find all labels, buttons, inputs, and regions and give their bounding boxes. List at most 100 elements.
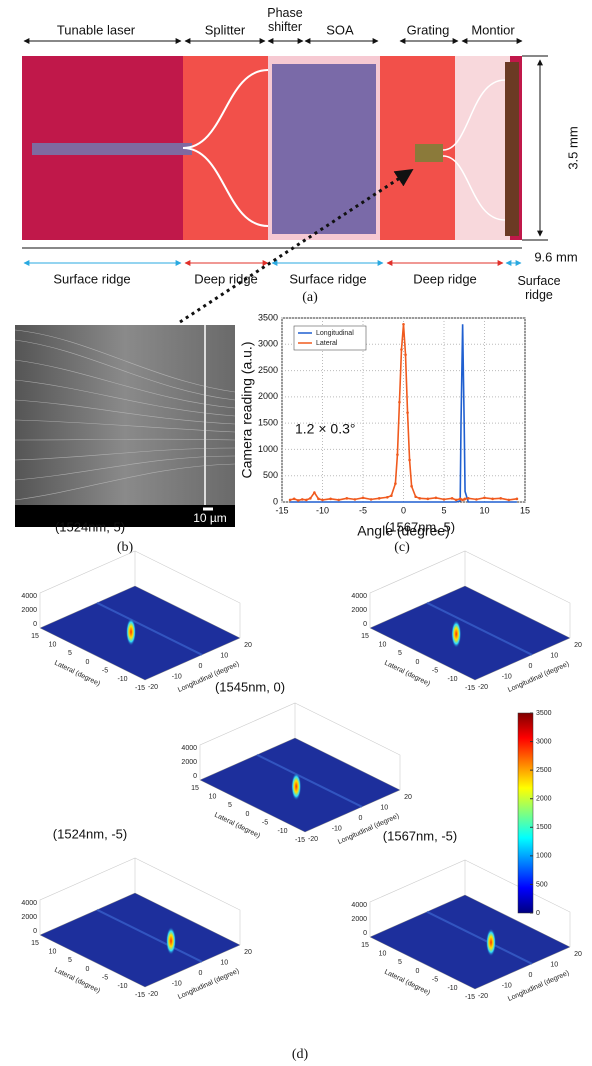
point-marker xyxy=(402,323,405,326)
y-tick-label: 3000 xyxy=(258,339,278,349)
point-marker xyxy=(321,498,324,502)
point-marker xyxy=(406,411,409,414)
point-marker xyxy=(300,498,304,501)
point-marker xyxy=(345,497,349,500)
plot-title: (1567nm, -5) xyxy=(383,828,457,843)
y-tick-label: 0 xyxy=(273,496,278,506)
peak xyxy=(486,928,496,957)
x-axis-label: Angle (degree) xyxy=(357,523,450,539)
lateral-axis-label: Lateral (degree) xyxy=(53,967,101,995)
point-marker xyxy=(434,496,438,500)
point-marker xyxy=(442,498,446,501)
point-marker xyxy=(337,498,341,502)
y-tick-label: 2500 xyxy=(258,365,278,375)
lateral-tick-label: 5 xyxy=(398,650,402,657)
region-label: Surface ridge xyxy=(517,274,561,302)
plot-title: (1524nm, 5) xyxy=(55,519,125,534)
surface-plot: 0 2000 4000 15 10 5 0 -5 -10 -15 -20 -10 0 10 20 Latera… xyxy=(21,826,252,1001)
y-tick-label: 2000 xyxy=(258,391,278,401)
lateral-tick-label: -15 xyxy=(465,685,475,692)
x-tick-label: 10 xyxy=(479,505,489,515)
lateral-tick-label: 0 xyxy=(246,811,250,818)
longitudinal-tick-label: 10 xyxy=(220,652,228,659)
longitudinal-axis-label: Longitudinal (degree) xyxy=(507,970,570,1003)
longitudinal-tick-label: 0 xyxy=(529,663,533,670)
point-marker xyxy=(353,498,357,501)
lateral-tick-label: 0 xyxy=(86,966,90,973)
legend-label: Lateral xyxy=(316,340,338,347)
legend-box xyxy=(293,325,367,351)
series-line xyxy=(290,324,517,503)
y-tick-label: 1500 xyxy=(258,418,278,428)
surface-plot: 0 2000 4000 15 10 5 0 -5 -10 -15 -20 -10 0 10 20 Latera… xyxy=(181,679,412,846)
longitudinal-tick-label: 20 xyxy=(574,642,582,649)
longitudinal-tick-label: -10 xyxy=(502,982,512,989)
peak xyxy=(291,772,302,801)
point-marker xyxy=(309,497,312,500)
lateral-tick-label: -5 xyxy=(432,977,438,984)
point-marker xyxy=(454,498,458,502)
longitudinal-tick-label: 10 xyxy=(380,804,388,811)
colorbar-tick-label: 3000 xyxy=(536,738,552,745)
lateral-tick-label: -15 xyxy=(135,992,145,999)
longitudinal-tick-label: 20 xyxy=(244,949,252,956)
point-marker xyxy=(410,484,413,488)
region-label: Surface ridge xyxy=(53,271,130,286)
lateral-tick-label: 10 xyxy=(209,794,217,801)
z-tick-label: 4000 xyxy=(21,593,37,600)
region-label: Deep ridge xyxy=(413,271,477,286)
lateral-tick-label: -10 xyxy=(447,676,457,683)
point-marker xyxy=(369,498,373,501)
point-marker xyxy=(491,497,494,501)
z-tick-label: 4000 xyxy=(351,902,367,909)
longitudinal-tick-label: 20 xyxy=(404,794,412,801)
caption: (b) xyxy=(117,540,134,555)
point-marker xyxy=(450,497,454,500)
ridge xyxy=(426,910,533,965)
legend-label: Longitudinal xyxy=(316,330,354,337)
longitudinal-tick-label: 0 xyxy=(199,970,203,977)
lateral-tick-label: 5 xyxy=(228,802,232,809)
section-label: Montior xyxy=(471,22,515,37)
z-tick-label: 4000 xyxy=(181,745,197,752)
longitudinal-tick-label: 20 xyxy=(244,642,252,649)
z-tick-label: 4000 xyxy=(21,900,37,907)
caption: (d) xyxy=(292,1047,309,1062)
back-panels xyxy=(369,859,571,947)
lateral-tick-label: 0 xyxy=(416,659,420,666)
plot-title: (1545nm, 0) xyxy=(215,679,285,694)
longitudinal-tick-label: 10 xyxy=(550,961,558,968)
lateral-tick-label: -5 xyxy=(102,668,108,675)
peak xyxy=(166,926,176,955)
longitudinal-tick-label: -10 xyxy=(172,980,182,987)
point-marker xyxy=(507,498,511,502)
colorbar-tick-label: 2000 xyxy=(536,796,552,803)
surface-plot: 0 2000 4000 15 10 5 0 -5 -10 -15 -20 -10 0 10 20 Latera… xyxy=(21,519,252,694)
lateral-tick-label: 15 xyxy=(31,633,39,640)
colorbar-tick-label: 0 xyxy=(536,910,540,917)
surface-plot: 0 2000 4000 15 10 5 0 -5 -10 -15 -20 -10 0 10 20 Latera… xyxy=(351,519,582,694)
longitudinal-tick-label: 10 xyxy=(220,959,228,966)
colorbar-tick-label: 1000 xyxy=(536,853,552,860)
section-label: Splitter xyxy=(205,22,246,37)
y-tick-label: 1000 xyxy=(258,444,278,454)
z-tick-label: 2000 xyxy=(21,607,37,614)
z-tick-label: 0 xyxy=(193,773,197,780)
longitudinal-tick-label: -20 xyxy=(308,836,318,843)
point-marker xyxy=(317,497,320,501)
caption: (a) xyxy=(302,290,318,305)
longitudinal-tick-label: 20 xyxy=(574,951,582,958)
lateral-tick-label: -10 xyxy=(117,983,127,990)
longitudinal-tick-label: 10 xyxy=(550,652,558,659)
ridge xyxy=(426,601,533,656)
ridge xyxy=(96,908,203,963)
lateral-tick-label: 15 xyxy=(361,633,369,640)
lateral-axis-label: Lateral (degree) xyxy=(383,660,431,688)
lateral-tick-label: -15 xyxy=(135,685,145,692)
back-panels xyxy=(39,857,241,945)
ridge xyxy=(96,601,203,656)
lateral-tick-label: 5 xyxy=(68,957,72,964)
width-label: 9.6 mm xyxy=(534,249,577,264)
back-panels xyxy=(39,550,241,638)
